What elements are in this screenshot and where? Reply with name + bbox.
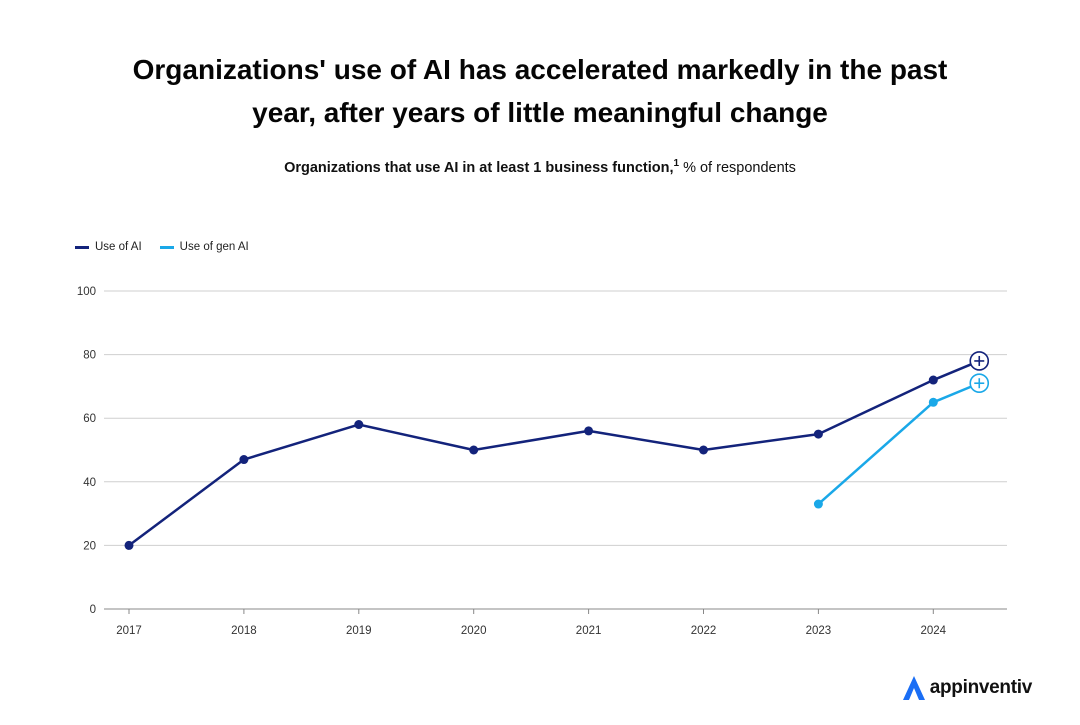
y-tick-label: 80 (83, 350, 96, 362)
footnote-marker: 1 (673, 158, 680, 169)
x-tick-label: 2018 (231, 625, 257, 637)
legend-item-genai: Use of gen AI (159, 241, 249, 253)
data-point (584, 426, 594, 436)
data-point (699, 445, 708, 455)
data-point (928, 375, 938, 385)
legend-item-ai: Use of AI (75, 241, 142, 253)
y-tick-label: 100 (77, 286, 96, 298)
brand-name: appinventiv (929, 677, 1033, 698)
legend-swatch-ai (75, 245, 89, 249)
y-tick-label: 0 (90, 604, 96, 616)
y-tick-label: 20 (83, 540, 96, 552)
chart-subtitle: Organizations that use AI in at least 1 … (0, 158, 1080, 176)
y-tick-label: 40 (83, 477, 96, 489)
series-line-genai (817, 382, 980, 505)
data-point (813, 429, 823, 439)
subtitle-bold-text: Organizations that use AI in at least 1 … (284, 159, 674, 176)
data-point (813, 499, 823, 509)
legend-swatch-genai (159, 245, 174, 249)
chart-legend: Use of AI Use of gen AI (75, 241, 249, 253)
legend-label-genai: Use of gen AI (179, 241, 249, 253)
x-tick-label: 2023 (806, 625, 832, 637)
data-point (469, 445, 479, 455)
x-tick-label: 2019 (346, 625, 372, 637)
data-point (124, 540, 134, 550)
chart-title: Organizations' use of AI has accelerated… (0, 48, 1080, 134)
x-tick-label: 2020 (461, 625, 487, 637)
subtitle-unit-text: % of respondents (679, 159, 796, 176)
chart-title-line-1: Organizations' use of AI has accelerated… (132, 54, 948, 85)
legend-label-ai: Use of AI (95, 241, 142, 253)
data-point (354, 420, 364, 430)
series-line-ai (128, 359, 980, 547)
data-point (239, 455, 249, 465)
appinventiv-logo-icon (902, 676, 925, 700)
x-tick-label: 2017 (116, 625, 142, 637)
x-tick-label: 2021 (576, 625, 602, 637)
brand-logo: appinventiv (901, 674, 1032, 702)
data-point (928, 397, 938, 407)
x-tick-label: 2022 (691, 625, 717, 637)
chart-title-line-2: year, after years of little meaningful c… (252, 97, 828, 128)
y-tick-label: 60 (83, 413, 96, 425)
x-tick-label: 2024 (921, 625, 947, 637)
